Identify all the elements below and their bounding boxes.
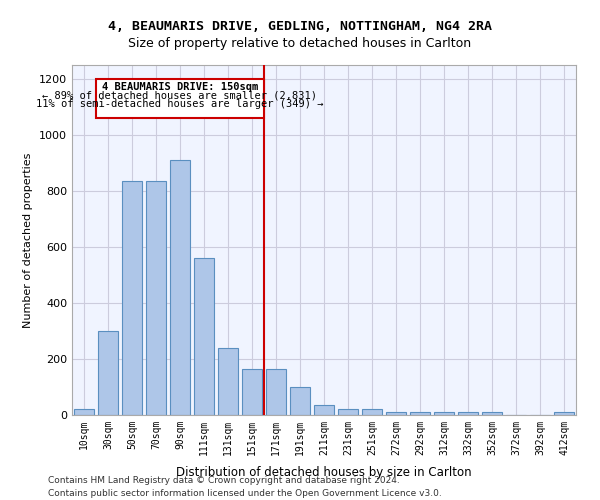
Bar <box>386 412 406 415</box>
X-axis label: Distribution of detached houses by size in Carlton: Distribution of detached houses by size … <box>176 466 472 479</box>
Bar <box>314 405 334 415</box>
Text: 4, BEAUMARIS DRIVE, GEDLING, NOTTINGHAM, NG4 2RA: 4, BEAUMARIS DRIVE, GEDLING, NOTTINGHAM,… <box>108 20 492 33</box>
Bar <box>218 348 238 415</box>
Text: Contains HM Land Registry data © Crown copyright and database right 2024.: Contains HM Land Registry data © Crown c… <box>48 476 400 485</box>
Y-axis label: Number of detached properties: Number of detached properties <box>23 152 34 328</box>
Bar <box>482 412 502 415</box>
Bar <box>554 412 574 415</box>
Text: ← 89% of detached houses are smaller (2,831): ← 89% of detached houses are smaller (2,… <box>43 90 317 100</box>
Text: 4 BEAUMARIS DRIVE: 150sqm: 4 BEAUMARIS DRIVE: 150sqm <box>102 82 258 92</box>
Bar <box>266 369 286 415</box>
Bar <box>362 409 382 415</box>
Bar <box>338 409 358 415</box>
Bar <box>74 410 94 415</box>
Bar <box>434 412 454 415</box>
Bar <box>146 181 166 415</box>
Bar <box>242 369 262 415</box>
Bar <box>122 181 142 415</box>
Text: Size of property relative to detached houses in Carlton: Size of property relative to detached ho… <box>128 38 472 51</box>
Bar <box>410 412 430 415</box>
FancyBboxPatch shape <box>96 79 264 118</box>
Bar <box>458 412 478 415</box>
Text: 11% of semi-detached houses are larger (349) →: 11% of semi-detached houses are larger (… <box>36 98 324 108</box>
Bar <box>98 331 118 415</box>
Bar <box>290 387 310 415</box>
Bar <box>170 160 190 415</box>
Bar <box>194 258 214 415</box>
Text: Contains public sector information licensed under the Open Government Licence v3: Contains public sector information licen… <box>48 488 442 498</box>
